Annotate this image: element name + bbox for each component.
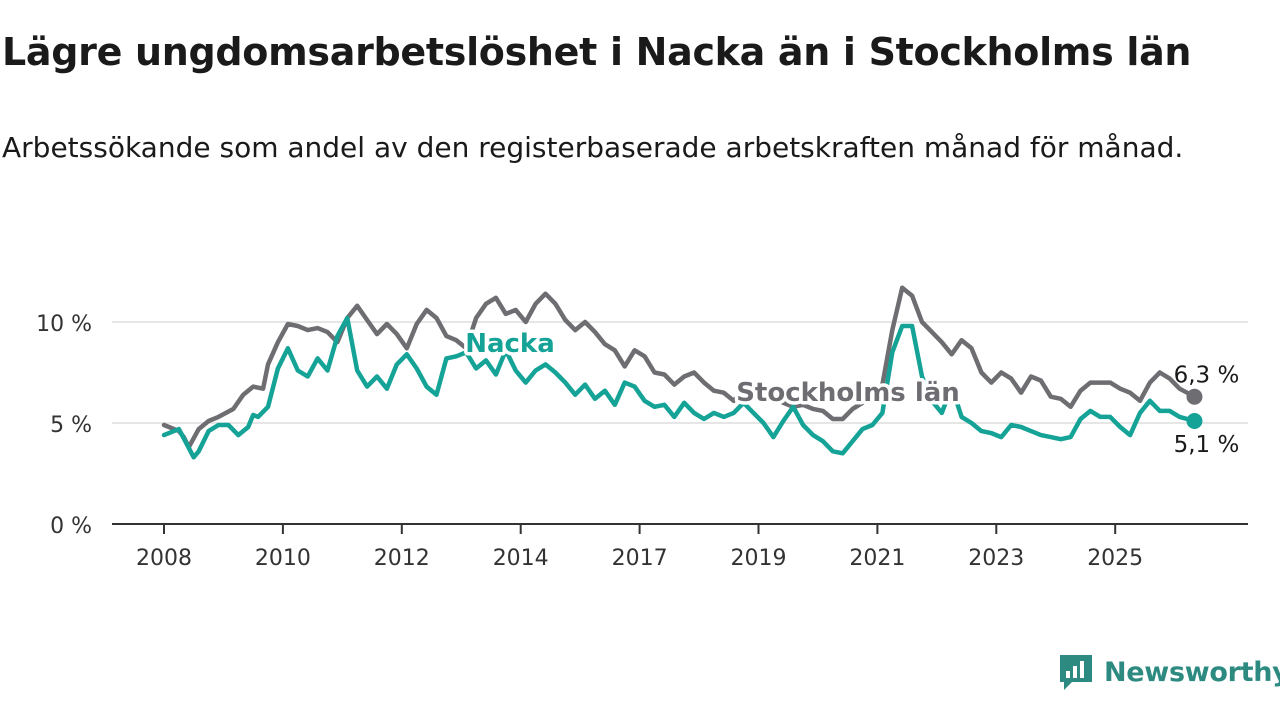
x-tick-label: 2023 (968, 546, 1024, 571)
series-line-stockholm (161, 285, 1197, 450)
x-tick-label: 2021 (849, 546, 905, 571)
x-tick-label: 2010 (255, 546, 311, 571)
brand-logo[interactable]: Newsworthy (1058, 652, 1280, 692)
x-tick-label: 2025 (1087, 546, 1143, 571)
x-tick-label: 2017 (612, 546, 668, 571)
end-point-nacka (1186, 412, 1203, 429)
chart-title: Lägre ungdomsarbetslöshet i Nacka än i S… (2, 30, 1192, 74)
end-point-stockholm (1186, 388, 1203, 405)
line-chart: 0 % 5 % 10 % 2008 2010 2012 2014 2017 2019 2021 20… (36, 285, 1248, 571)
x-tick-label: 2014 (493, 546, 549, 571)
newsworthy-logo-icon (1060, 655, 1092, 690)
brand-name: Newsworthy (1104, 656, 1280, 688)
end-label-nacka: 5,1 % (1174, 432, 1240, 458)
x-tick-label: 2008 (136, 546, 192, 571)
series-label-nacka: Nacka (465, 329, 555, 359)
x-tick-label: 2019 (731, 546, 787, 571)
y-tick-label: 5 % (50, 413, 92, 438)
y-tick-label: 10 % (36, 312, 92, 337)
chart-subtitle: Arbetssökande som andel av den registerb… (2, 131, 1184, 164)
series-label-stockholm: Stockholms län (736, 378, 960, 408)
x-tick-label: 2012 (374, 546, 430, 571)
end-label-stockholm: 6,3 % (1174, 363, 1240, 389)
series-line-nacka (161, 315, 1197, 460)
y-tick-label: 0 % (50, 514, 92, 539)
